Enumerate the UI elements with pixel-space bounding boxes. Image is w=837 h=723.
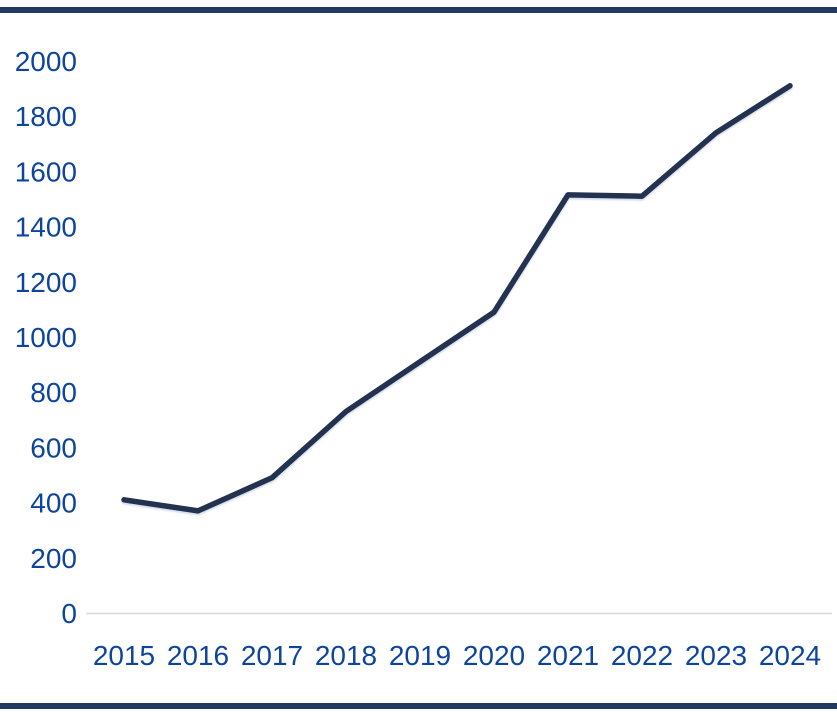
x-tick-label: 2015: [93, 640, 155, 671]
top-rule: [0, 7, 837, 13]
x-tick-label: 2021: [537, 640, 599, 671]
y-tick-label: 1000: [15, 322, 77, 353]
x-tick-label: 2019: [389, 640, 451, 671]
x-tick-label: 2023: [685, 640, 747, 671]
y-tick-label: 400: [30, 488, 77, 519]
y-tick-label: 0: [61, 598, 77, 629]
y-tick-label: 1800: [15, 101, 77, 132]
x-tick-label: 2022: [611, 640, 673, 671]
y-tick-label: 200: [30, 543, 77, 574]
x-tick-label: 2016: [167, 640, 229, 671]
y-tick-label: 600: [30, 432, 77, 463]
y-tick-label: 800: [30, 377, 77, 408]
x-tick-label: 2018: [315, 640, 377, 671]
x-tick-label: 2020: [463, 640, 525, 671]
x-tick-label: 2024: [759, 640, 821, 671]
y-tick-label: 1600: [15, 156, 77, 187]
x-tick-label: 2017: [241, 640, 303, 671]
y-tick-label: 1400: [15, 212, 77, 243]
y-tick-label: 1200: [15, 267, 77, 298]
bottom-rule: [0, 703, 837, 709]
y-tick-label: 2000: [15, 46, 77, 77]
series-line: [121, 83, 793, 514]
